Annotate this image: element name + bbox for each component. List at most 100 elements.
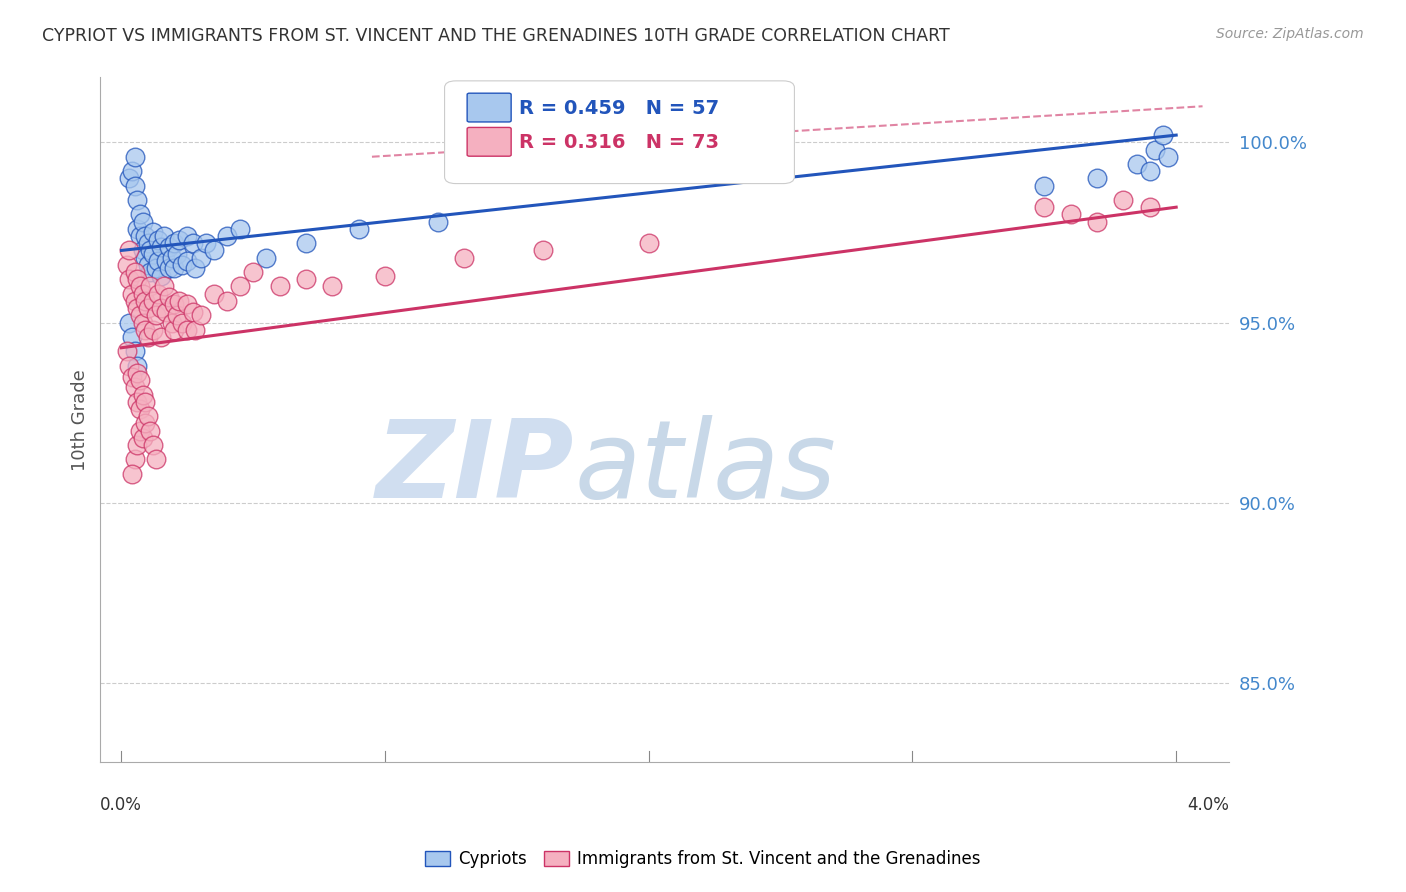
Point <box>118 171 141 186</box>
Point <box>148 254 170 268</box>
Point <box>1144 143 1167 157</box>
Point <box>127 366 149 380</box>
Point <box>160 251 183 265</box>
Point <box>1085 171 1108 186</box>
Point <box>148 233 170 247</box>
Point <box>131 214 153 228</box>
Point <box>150 330 173 344</box>
Text: 0.0%: 0.0% <box>100 797 142 814</box>
Point <box>169 233 191 247</box>
Point <box>129 279 152 293</box>
Point <box>1139 200 1161 214</box>
Point <box>172 316 194 330</box>
Point <box>215 229 238 244</box>
Point <box>127 438 149 452</box>
Point <box>150 268 173 283</box>
Point <box>163 323 186 337</box>
Point <box>134 229 156 244</box>
Point <box>131 387 153 401</box>
Point <box>129 207 152 221</box>
Point <box>190 251 212 265</box>
Point <box>172 258 194 272</box>
Point <box>229 222 252 236</box>
Point <box>121 369 143 384</box>
Point <box>142 438 165 452</box>
Point <box>118 244 141 258</box>
Point <box>118 272 141 286</box>
Point <box>176 254 198 268</box>
Text: Source: ZipAtlas.com: Source: ZipAtlas.com <box>1216 27 1364 41</box>
Point <box>1060 207 1083 221</box>
Point <box>1125 157 1147 171</box>
Point <box>131 244 153 258</box>
Point <box>184 323 207 337</box>
Point <box>1085 214 1108 228</box>
Point <box>157 290 180 304</box>
Point <box>129 308 152 322</box>
Point <box>136 236 159 251</box>
Point <box>139 279 162 293</box>
Point <box>150 240 173 254</box>
Point <box>152 229 174 244</box>
Point <box>127 359 149 373</box>
Point <box>155 304 177 318</box>
Point <box>321 279 343 293</box>
Point <box>176 323 198 337</box>
Point <box>115 258 138 272</box>
Point <box>129 373 152 387</box>
Point <box>136 330 159 344</box>
Y-axis label: 10th Grade: 10th Grade <box>72 369 89 471</box>
Point <box>531 244 554 258</box>
Point <box>145 261 167 276</box>
Point <box>118 359 141 373</box>
Point <box>121 330 143 344</box>
Point <box>136 409 159 424</box>
Point <box>347 222 370 236</box>
Point <box>181 236 204 251</box>
Point <box>215 293 238 308</box>
FancyBboxPatch shape <box>444 81 794 184</box>
Point <box>1152 128 1174 142</box>
Point <box>139 244 162 258</box>
Point <box>229 279 252 293</box>
Point <box>148 286 170 301</box>
Point <box>127 301 149 315</box>
Point <box>124 178 146 193</box>
Point <box>124 344 146 359</box>
Point <box>150 301 173 315</box>
Point <box>129 424 152 438</box>
Point <box>127 222 149 236</box>
Point <box>124 380 146 394</box>
Point <box>129 402 152 417</box>
Point <box>160 316 183 330</box>
Point <box>242 265 264 279</box>
Point <box>176 229 198 244</box>
Point <box>124 452 146 467</box>
Point <box>176 297 198 311</box>
Point <box>142 226 165 240</box>
Point <box>426 214 449 228</box>
Point <box>127 394 149 409</box>
Text: R = 0.316   N = 73: R = 0.316 N = 73 <box>519 133 718 152</box>
Legend: Cypriots, Immigrants from St. Vincent and the Grenadines: Cypriots, Immigrants from St. Vincent an… <box>419 844 987 875</box>
Point <box>118 316 141 330</box>
Point <box>169 293 191 308</box>
Point <box>295 272 318 286</box>
Point <box>374 268 396 283</box>
Point <box>1112 193 1135 207</box>
Text: R = 0.459   N = 57: R = 0.459 N = 57 <box>519 99 720 118</box>
Point <box>115 344 138 359</box>
Point <box>142 323 165 337</box>
Point <box>131 316 153 330</box>
Point <box>166 247 188 261</box>
Point <box>163 261 186 276</box>
Point <box>124 265 146 279</box>
Point <box>136 258 159 272</box>
Point <box>295 236 318 251</box>
Point <box>190 308 212 322</box>
Point <box>163 297 186 311</box>
Point <box>163 236 186 251</box>
Point <box>637 236 659 251</box>
Point <box>139 424 162 438</box>
Point <box>127 272 149 286</box>
